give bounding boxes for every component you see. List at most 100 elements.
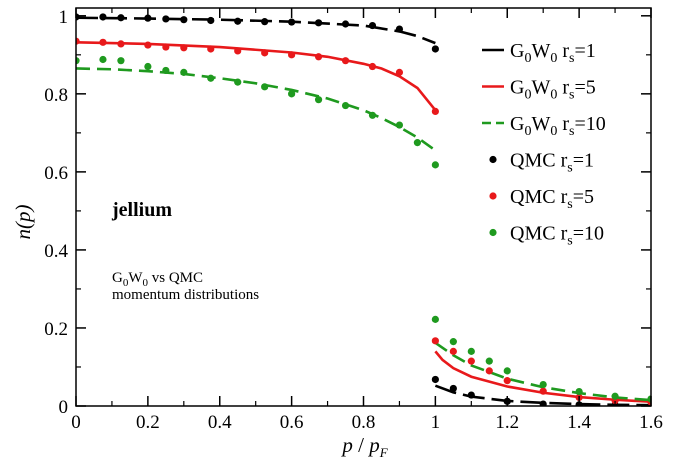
legend-entry-6: QMC rs=10 xyxy=(510,223,604,249)
series-4-point xyxy=(144,14,152,22)
jellium-annotation: jellium xyxy=(111,199,172,221)
x-tick-label: 1 xyxy=(431,412,441,433)
series-5-point xyxy=(76,37,80,45)
series-4-point xyxy=(288,18,296,26)
series-6-point xyxy=(611,392,619,400)
series-5-point xyxy=(485,367,493,375)
y-tick-label: 0.2 xyxy=(44,319,68,340)
series-5-point xyxy=(162,43,170,51)
series-4-point xyxy=(261,18,269,26)
series-2-line-segment-2 xyxy=(434,350,651,404)
series-5-point xyxy=(261,49,269,57)
series-5-point xyxy=(467,357,475,365)
series-5-point xyxy=(144,41,152,49)
legend-entry-2: G0W0 rs=5 xyxy=(510,77,596,103)
series-2-line-segment-1 xyxy=(76,41,437,112)
series-4-point xyxy=(449,384,457,393)
series-6-point xyxy=(341,101,350,110)
x-axis-label: p / pF xyxy=(340,433,388,460)
y-tick-label: 0 xyxy=(59,397,69,418)
series-6-point xyxy=(162,66,170,75)
series-6-point xyxy=(314,96,323,104)
series-4-point xyxy=(467,391,475,399)
series-4-point xyxy=(341,20,350,28)
series-4-point xyxy=(314,19,323,27)
series-6-point xyxy=(234,78,242,86)
legend-dot-swatch xyxy=(489,228,497,237)
x-tick-label: 1.6 xyxy=(639,412,663,433)
series-4-point xyxy=(431,45,439,53)
series-6-point xyxy=(503,367,511,375)
series-5-point xyxy=(539,387,547,395)
legend-entry-3: G0W0 rs=10 xyxy=(510,113,606,139)
y-tick-label: 1 xyxy=(59,7,69,28)
x-tick-label: 1.2 xyxy=(495,412,519,433)
series-5-point xyxy=(449,347,457,355)
series-5-point xyxy=(395,68,404,76)
series-6-point xyxy=(647,395,651,403)
series-5-point xyxy=(288,51,296,59)
series-6-point xyxy=(144,62,152,71)
series-5-point xyxy=(503,377,511,385)
series-4-point xyxy=(234,17,242,25)
series-4-point xyxy=(162,15,170,23)
legend-dot-swatch xyxy=(489,155,497,164)
series-6-point xyxy=(575,387,583,396)
series-3-line-segment-1 xyxy=(76,67,437,152)
series-4-point xyxy=(99,13,107,21)
series-6-point xyxy=(99,55,107,64)
series-5-point xyxy=(117,40,125,48)
legend-entry-4: QMC rs=1 xyxy=(510,150,594,176)
series-6-point xyxy=(413,139,422,147)
series-4-point xyxy=(368,21,377,30)
series-5-point xyxy=(341,57,350,65)
x-tick-label: 0.8 xyxy=(352,412,376,433)
legend: G0W0 rs=1 G0W0 rs=5 G0W0 rs=10 QMC rs=1 QMC … xyxy=(482,40,606,249)
series-6-point xyxy=(485,357,493,365)
y-tick-label: 0.6 xyxy=(44,163,68,184)
series-6-point xyxy=(449,338,457,346)
series-5-point xyxy=(207,45,215,53)
series-6-point xyxy=(261,83,269,91)
legend-dot-swatch xyxy=(489,192,497,200)
caption-line-2: momentum distributions xyxy=(112,287,259,303)
x-tick-label: 0.4 xyxy=(208,412,232,433)
series-6-point xyxy=(431,315,439,323)
legend-entry-5: QMC rs=5 xyxy=(510,186,594,212)
series-4-point xyxy=(207,16,215,25)
x-tick-label: 0.6 xyxy=(280,412,304,433)
series-5-point xyxy=(431,107,439,116)
series-5-point xyxy=(314,53,323,61)
series-5-point xyxy=(99,38,107,46)
y-tick-label: 0.4 xyxy=(44,241,68,262)
legend-entry-1: G0W0 rs=1 xyxy=(510,40,596,66)
series-5-point xyxy=(234,47,242,55)
y-axis-label: n(p) xyxy=(11,205,35,240)
x-tick-label: 0 xyxy=(71,412,81,433)
series-4-point xyxy=(180,16,188,24)
series-6-point xyxy=(395,121,404,129)
series-6-point xyxy=(431,161,439,169)
series-6-point xyxy=(288,90,296,98)
series-5-point xyxy=(431,337,439,345)
series-4-point xyxy=(117,14,125,22)
series-4-point xyxy=(395,25,404,33)
series-5-point xyxy=(180,44,188,52)
series-1-line-segment-1 xyxy=(76,16,436,45)
series-5-point xyxy=(368,62,377,71)
series-1-line-segment-2 xyxy=(434,384,651,406)
series-6-point xyxy=(117,57,125,65)
series-6-point xyxy=(539,380,547,389)
x-tick-label: 1.4 xyxy=(567,412,591,433)
series-3-line-segment-2 xyxy=(434,341,651,402)
series-4-point xyxy=(431,375,439,384)
series-6-point xyxy=(76,57,80,65)
series-6-point xyxy=(207,74,215,82)
x-tick-label: 0.2 xyxy=(136,412,160,433)
y-tick-label: 0.8 xyxy=(44,85,68,106)
series-6-point xyxy=(368,111,377,119)
series-6-point xyxy=(467,347,475,355)
series-6-point xyxy=(180,68,188,76)
caption-line-1: G0W0 vs QMC xyxy=(112,270,203,289)
